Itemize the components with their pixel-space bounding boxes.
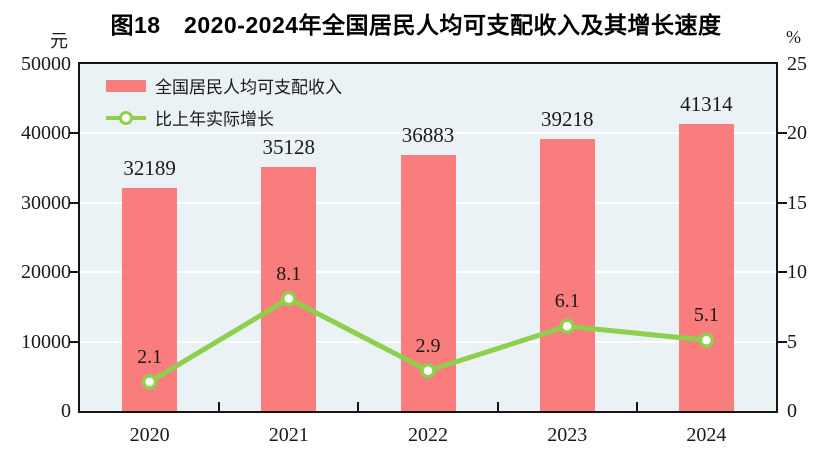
left-axis-tick-label: 40000 [21, 122, 71, 145]
x-axis-tick [635, 402, 638, 411]
line-value-label-2024: 5.1 [693, 304, 719, 327]
right-axis-tickmark [778, 340, 787, 343]
left-axis-tick-label: 50000 [21, 53, 71, 75]
legend-item-income: 全国居民人均可支配收入 [106, 73, 342, 98]
legend-label-growth: 比上年实际增长 [155, 110, 274, 129]
line-legend-marker-icon [106, 110, 146, 125]
x-axis-label-2022: 2022 [408, 424, 448, 446]
left-axis-tickmark [69, 340, 78, 343]
x-axis-label-2023: 2023 [547, 424, 588, 446]
left-axis-unit: 元 [50, 31, 68, 51]
bar-value-label-2021: 35128 [262, 135, 316, 160]
legend-item-growth: 比上年实际增长 [106, 105, 342, 130]
right-axis-tickmark [778, 201, 787, 204]
chart-title: 图18 2020-2024年全国居民人均可支配收入及其增长速度 [110, 12, 722, 38]
left-axis-tick-label: 0 [61, 400, 71, 422]
right-axis-tick-label: 15 [787, 191, 807, 214]
legend: 全国居民人均可支配收入 比上年实际增长 [106, 73, 342, 130]
right-axis-tick-label: 5 [787, 330, 797, 353]
line-point-2020 [141, 374, 158, 390]
left-axis-tickmark [69, 132, 78, 135]
legend-label-income: 全国居民人均可支配收入 [155, 78, 342, 97]
x-axis-label-2021: 2021 [268, 424, 309, 446]
plot-area: 全国居民人均可支配收入 比上年实际增长 32189 35128 36883 39218… [78, 62, 778, 413]
bar-value-label-2024: 41314 [680, 92, 733, 117]
left-axis-tick-label: 30000 [21, 191, 71, 214]
left-axis-tickmark [69, 201, 78, 204]
left-axis-tick-label: 20000 [21, 261, 71, 284]
bar-2023 [539, 138, 595, 411]
right-axis-tick-label: 0 [787, 400, 797, 422]
x-axis-tick [218, 402, 221, 411]
line-value-label-2021: 8.1 [276, 262, 302, 285]
right-axis-tick-label: 10 [787, 261, 807, 284]
growth-line-layer [141, 290, 715, 390]
line-point-2022 [420, 362, 436, 379]
left-axis-tick-label: 10000 [21, 330, 71, 353]
line-point-2024 [698, 332, 715, 348]
bar-legend-swatch-icon [106, 79, 146, 92]
line-value-label-2023: 6.1 [554, 290, 580, 313]
line-point-2023 [559, 318, 575, 335]
bar-2021 [261, 167, 317, 411]
bar-value-label-2023: 39218 [540, 106, 594, 131]
x-axis-tick [496, 402, 499, 411]
line-value-label-2022: 2.9 [415, 334, 441, 357]
line-point-2021 [281, 290, 297, 307]
line-value-label-2020: 2.1 [137, 345, 163, 368]
x-axis-label-2020: 2020 [129, 424, 170, 446]
right-axis-unit: % [786, 27, 801, 47]
gridline [80, 132, 776, 135]
bar-value-label-2020: 32189 [123, 155, 176, 180]
x-axis-label-2024: 2024 [686, 424, 727, 446]
x-axis-tick [357, 402, 360, 411]
right-axis-tick-label: 20 [787, 122, 807, 145]
left-axis-tickmark [69, 271, 78, 274]
bar-value-label-2022: 36883 [401, 123, 455, 148]
right-axis-tickmark [778, 132, 787, 135]
right-axis-tickmark [778, 271, 787, 274]
right-axis-tick-label: 25 [787, 53, 807, 75]
bar-2024 [678, 124, 734, 411]
